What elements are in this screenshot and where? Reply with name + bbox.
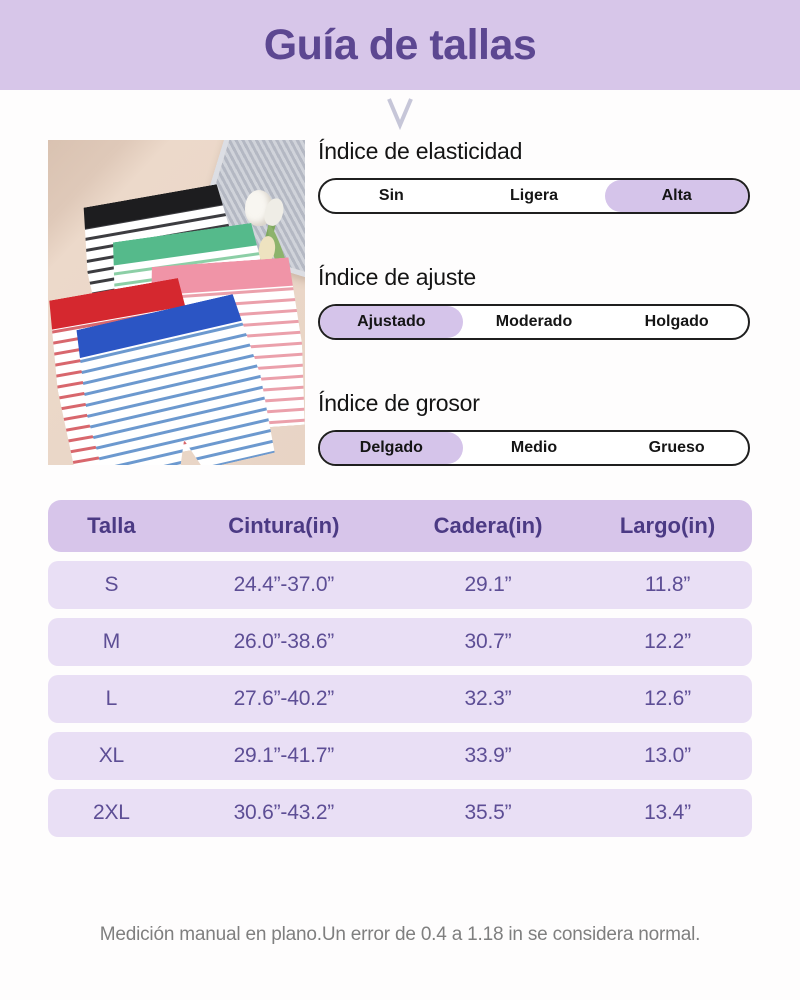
cell-size: M xyxy=(102,630,120,653)
cell-size: 2XL xyxy=(92,801,130,824)
col-header-talla: Talla xyxy=(87,513,136,538)
index-group-elasticity: Índice de elasticidad Sin Ligera Alta xyxy=(318,138,750,214)
table-row-xl: XL 29.1”-41.7” 33.9” 13.0” xyxy=(48,732,752,780)
tulip-flower xyxy=(233,184,303,294)
option-moderado: Moderado xyxy=(495,313,573,330)
elasticity-selector: Sin Ligera Alta xyxy=(318,178,750,214)
table-row-s: S 24.4”-37.0” 29.1” 11.8” xyxy=(48,561,752,609)
option-alta: Alta xyxy=(605,180,748,212)
cell-cadera: 35.5” xyxy=(464,801,512,824)
page-header: Guía de tallas xyxy=(0,0,800,90)
cell-largo: 13.4” xyxy=(644,801,691,824)
cell-size: S xyxy=(104,573,119,596)
measurement-note: Medición manual en plano.Un error de 0.4… xyxy=(99,924,701,945)
cell-largo: 12.6” xyxy=(644,687,691,710)
index-title-elasticity: Índice de elasticidad xyxy=(318,138,523,164)
option-sin: Sin xyxy=(378,187,404,204)
cell-cintura: 29.1”-41.7” xyxy=(233,744,335,767)
cell-cintura: 27.6”-40.2” xyxy=(233,687,335,710)
cell-largo: 13.0” xyxy=(644,744,691,767)
option-grueso: Grueso xyxy=(648,439,705,456)
index-group-thickness: Índice de grosor Delgado Medio Grueso xyxy=(318,390,750,466)
option-ajustado: Ajustado xyxy=(320,306,463,338)
index-title-fit: Índice de ajuste xyxy=(318,264,476,290)
size-table: Talla Cintura(in) Cadera(in) Largo(in) S… xyxy=(48,500,752,837)
col-header-largo: Largo(in) xyxy=(619,513,716,538)
product-image xyxy=(48,140,305,465)
table-row-l: L 27.6”-40.2” 32.3” 12.6” xyxy=(48,675,752,723)
cell-size: XL xyxy=(98,744,124,767)
chevron-down-icon xyxy=(0,96,800,130)
option-delgado: Delgado xyxy=(320,432,463,464)
cell-cadera: 30.7” xyxy=(464,630,512,653)
thickness-selector: Delgado Medio Grueso xyxy=(318,430,750,466)
col-header-cadera: Cadera(in) xyxy=(433,513,543,538)
page-title: Guía de tallas xyxy=(263,20,537,69)
col-header-cintura: Cintura(in) xyxy=(228,513,340,538)
cell-cadera: 33.9” xyxy=(464,744,512,767)
table-row-2xl: 2XL 30.6”-43.2” 35.5” 13.4” xyxy=(48,789,752,837)
cell-cadera: 29.1” xyxy=(464,573,512,596)
cell-largo: 12.2” xyxy=(644,630,691,653)
option-medio: Medio xyxy=(510,439,558,456)
index-group-fit: Índice de ajuste Ajustado Moderado Holga… xyxy=(318,264,750,340)
option-holgado: Holgado xyxy=(644,313,709,330)
cell-largo: 11.8” xyxy=(644,573,691,596)
cell-cadera: 32.3” xyxy=(464,687,512,710)
cell-cintura: 26.0”-38.6” xyxy=(233,630,335,653)
cell-size: L xyxy=(105,687,118,710)
cell-cintura: 24.4”-37.0” xyxy=(233,573,335,596)
cell-cintura: 30.6”-43.2” xyxy=(233,801,335,824)
option-ligera: Ligera xyxy=(510,187,559,204)
index-title-thickness: Índice de grosor xyxy=(318,390,480,416)
table-row-m: M 26.0”-38.6” 30.7” 12.2” xyxy=(48,618,752,666)
index-sections: Índice de elasticidad Sin Ligera Alta Ín… xyxy=(318,138,750,466)
fit-selector: Ajustado Moderado Holgado xyxy=(318,304,750,340)
size-table-header: Talla Cintura(in) Cadera(in) Largo(in) xyxy=(48,500,752,552)
